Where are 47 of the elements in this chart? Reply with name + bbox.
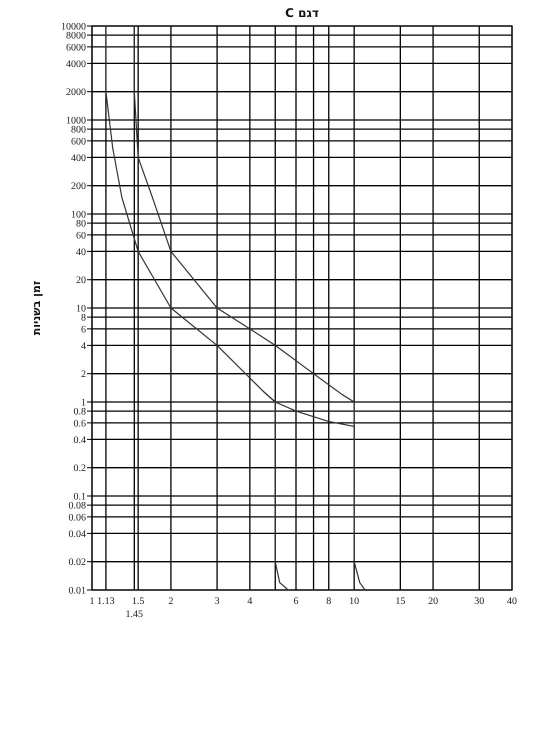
y-tick-label: 1000 <box>66 116 86 126</box>
y-tick-label: 60 <box>76 230 86 242</box>
y-tick-label: 0.04 <box>68 528 86 540</box>
x-tick-label: 3 <box>214 596 220 607</box>
y-tick-label: 1 <box>81 398 86 408</box>
y-tick-label: 4 <box>81 340 86 352</box>
y-tick-label: 600 <box>71 136 86 148</box>
y-tick-label: 0.1 <box>74 492 86 502</box>
y-tick-label: 6 <box>81 324 86 336</box>
x-tick-label: 1.5 <box>132 596 144 607</box>
x-tick-label: 2 <box>168 596 174 607</box>
y-axis-title: זמן בשניות <box>30 280 43 336</box>
y-tick-label: 20 <box>76 275 86 286</box>
y-tick-label: 2000 <box>66 87 86 98</box>
chart-title: דגם C <box>285 6 319 20</box>
y-tick-label: 400 <box>71 152 86 164</box>
y-tick-label: 0.4 <box>74 434 86 446</box>
x-tick-label: 40 <box>507 596 517 607</box>
y-tick-label: 0.02 <box>68 557 86 568</box>
y-tick-label: 100 <box>71 210 86 220</box>
y-tick-label: 40 <box>76 246 86 258</box>
y-tick-label: 800 <box>71 124 86 136</box>
y-tick-label: 4000 <box>66 58 86 70</box>
y-tick-label: 10 <box>76 304 86 314</box>
y-tick-label: 0.8 <box>74 406 86 418</box>
y-tick-label: 2 <box>81 369 86 380</box>
y-tick-label: 0.08 <box>68 500 86 512</box>
x-tick-label: 4 <box>247 596 252 607</box>
y-tick-label: 6000 <box>66 42 86 54</box>
x-tick-label: 8 <box>326 596 332 607</box>
y-tick-label: 8 <box>81 312 86 324</box>
y-tick-label: 0.6 <box>74 418 86 430</box>
x-tick-label: 1.13 <box>97 596 115 607</box>
x-tick-label: 1 <box>90 596 94 607</box>
y-tick-label: 0.2 <box>74 463 86 474</box>
y-tick-label: 0.06 <box>68 512 86 524</box>
y-tick-label: 0.01 <box>68 586 86 596</box>
text: 1.45 <box>126 609 144 620</box>
y-tick-label: 10000 <box>61 22 86 32</box>
x-tick-label: 6 <box>294 596 298 607</box>
y-tick-label: 200 <box>71 181 86 192</box>
x-tick-label: 30 <box>474 596 484 607</box>
y-tick-label: 80 <box>76 218 86 230</box>
x-tick-label: 15 <box>395 596 406 607</box>
x-tick-label: 10 <box>349 596 360 607</box>
y-tick-label: 8000 <box>66 30 86 42</box>
x-tick-label: 20 <box>428 596 438 607</box>
